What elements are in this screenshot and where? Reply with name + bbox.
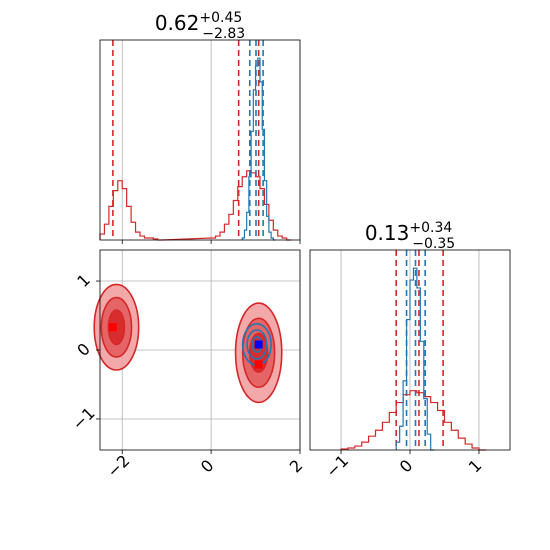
red-peak-marker: [254, 360, 263, 369]
panel-frame: [99, 249, 301, 451]
y-tick-label: −1: [69, 404, 99, 434]
marginal-hist-param2: 0.13+0.34 −0.35 −1 0 1: [309, 220, 511, 481]
x-tick-label: −2: [103, 451, 133, 481]
x-tick-label: 2: [286, 456, 307, 477]
title-param2-lower: −0.35: [412, 236, 455, 252]
blue-contour-level: [246, 329, 268, 360]
blue-histogram: [241, 57, 276, 241]
x-tick-label: 1: [465, 456, 486, 477]
marginal-hist-param1: 0.62+0.45 −2.83: [99, 10, 301, 244]
blue-peak-marker: [254, 340, 263, 349]
title-param1-upper: +0.45: [199, 10, 242, 26]
title-param2-upper: +0.34: [409, 220, 452, 236]
y-tick-label: 1: [73, 270, 94, 291]
title-param2: 0.13+0.34 −0.35: [365, 220, 455, 252]
panel-frame: [99, 39, 301, 241]
title-param1: 0.62+0.45 −2.83: [155, 10, 245, 42]
x-tick-label: −1: [322, 451, 352, 481]
x-tick-label: 0: [197, 456, 218, 477]
title-param1-lower: −2.83: [202, 26, 245, 42]
panel-frame: [309, 249, 511, 451]
y-tick-label: 0: [73, 339, 94, 360]
red-peak-marker: [108, 323, 117, 332]
joint-contour-panel: −2 0 2 −1 0 1: [69, 249, 307, 481]
red-histogram: [340, 390, 486, 451]
blue-histogram: [395, 267, 435, 451]
x-tick-label: 0: [396, 456, 417, 477]
